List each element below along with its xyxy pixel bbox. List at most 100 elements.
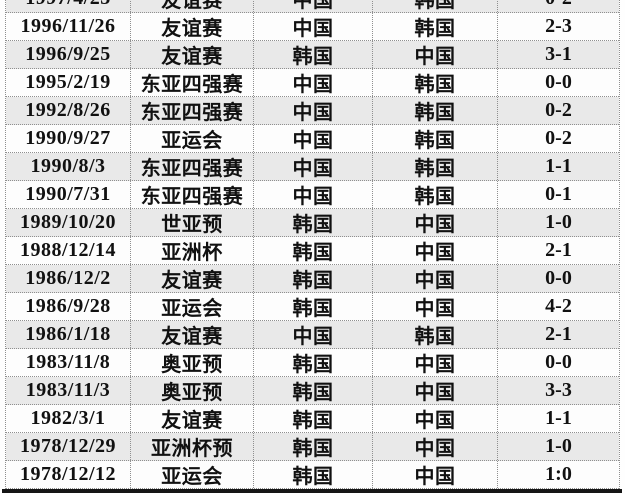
cell-competition: 友谊赛 [131, 13, 254, 40]
cell-away-team: 中国 [373, 41, 498, 68]
table-row: 1992/8/26 东亚四强赛 中国 韩国 0-2 [6, 97, 619, 125]
table-row: 1986/12/2 友谊赛 韩国 中国 0-0 [6, 265, 619, 293]
cell-away-team: 中国 [373, 461, 498, 488]
cell-away-team: 中国 [373, 349, 498, 376]
table-row: 1990/9/27 亚运会 中国 韩国 0-2 [6, 125, 619, 153]
cell-date: 1995/2/19 [6, 69, 131, 96]
cell-away-team: 韩国 [373, 69, 498, 96]
cell-date: 1988/12/14 [6, 237, 131, 264]
cell-home-team: 韩国 [254, 433, 373, 460]
cell-score: 1:0 [545, 463, 572, 485]
cell-home-team: 中国 [254, 321, 373, 348]
cell-competition: 世亚预 [131, 209, 254, 236]
cell-score: 0-2 [545, 127, 572, 149]
table-row: 1996/11/26 友谊赛 中国 韩国 2-3 [6, 13, 619, 41]
cell-date: 1996/11/26 [6, 13, 131, 40]
cell-competition: 奥亚预 [131, 377, 254, 404]
cell-home-team: 韩国 [254, 377, 373, 404]
cell-competition: 亚运会 [131, 125, 254, 152]
cell-date: 1982/3/1 [6, 405, 131, 432]
table-row: 1978/12/29 亚洲杯预 韩国 中国 1-0 [6, 433, 619, 461]
cell-home-team: 韩国 [254, 237, 373, 264]
cell-score: 0-0 [545, 71, 572, 93]
cell-date: 1990/8/3 [6, 153, 131, 180]
cell-home-team: 韩国 [254, 209, 373, 236]
cell-date: 1986/12/2 [6, 265, 131, 292]
cell-score: 1-0 [545, 211, 572, 233]
cell-score: 1-1 [545, 155, 572, 177]
cell-date: 1986/1/18 [6, 321, 131, 348]
cell-score: 2-1 [545, 323, 572, 345]
bottom-rule [2, 489, 622, 493]
cell-score: 0-2 [545, 99, 572, 121]
cell-date: 1997/4/23 [6, 0, 131, 12]
table-row: 1990/8/3 东亚四强赛 中国 韩国 1-1 [6, 153, 619, 181]
table-row: 1982/3/1 友谊赛 韩国 中国 1-1 [6, 405, 619, 433]
cell-date: 1990/7/31 [6, 181, 131, 208]
cell-date: 1992/8/26 [6, 97, 131, 124]
cell-away-team: 韩国 [373, 97, 498, 124]
cell-away-team: 韩国 [373, 153, 498, 180]
cell-away-team: 中国 [373, 405, 498, 432]
cell-score: 0-2 [498, 0, 619, 12]
cell-competition: 友谊赛 [131, 41, 254, 68]
cell-competition: 亚洲杯预 [131, 433, 254, 460]
cell-date: 1986/9/28 [6, 293, 131, 320]
cell-away-team: 中国 [373, 237, 498, 264]
cell-date: 1990/9/27 [6, 125, 131, 152]
cell-home-team: 中国 [254, 181, 373, 208]
cell-away-team: 中国 [373, 433, 498, 460]
cell-competition: 亚洲杯 [131, 237, 254, 264]
cell-competition: 亚运会 [131, 293, 254, 320]
table-row: 1983/11/3 奥亚预 韩国 中国 3-3 [6, 377, 619, 405]
cell-home-team: 中国 [254, 153, 373, 180]
cell-away-team: 韩国 [373, 321, 498, 348]
cell-competition: 东亚四强赛 [131, 69, 254, 96]
cell-home-team: 中国 [254, 13, 373, 40]
table-row: 1990/7/31 东亚四强赛 中国 韩国 0-1 [6, 181, 619, 209]
cell-date: 1996/9/25 [6, 41, 131, 68]
table-row: 1996/9/25 友谊赛 韩国 中国 3-1 [6, 41, 619, 69]
cell-home-team: 韩国 [254, 349, 373, 376]
cell-home-team: 中国 [254, 125, 373, 152]
cell-competition: 东亚四强赛 [131, 181, 254, 208]
cell-score: 3-1 [545, 43, 572, 65]
cell-home-team: 中国 [254, 69, 373, 96]
cell-away-team: 韩国 [373, 125, 498, 152]
cell-competition: 奥亚预 [131, 349, 254, 376]
cell-away-team: 中国 [373, 293, 498, 320]
cell-away-team: 韩国 [373, 13, 498, 40]
cell-score: 3-3 [545, 379, 572, 401]
cell-away-team: 中国 [373, 209, 498, 236]
cell-date: 1983/11/3 [6, 377, 131, 404]
cell-home-team: 韩国 [254, 461, 373, 488]
cell-competition: 东亚四强赛 [131, 153, 254, 180]
cell-score: 2-3 [545, 15, 572, 37]
cell-score: 2-1 [545, 239, 572, 261]
cell-competition: 友谊赛 [131, 265, 254, 292]
cell-date: 1989/10/20 [6, 209, 131, 236]
cell-away-team: 韩国 [373, 0, 498, 12]
cell-home-team: 中国 [254, 97, 373, 124]
cell-home-team: 中国 [254, 0, 373, 12]
cell-away-team: 中国 [373, 265, 498, 292]
table-row: 1988/12/14 亚洲杯 韩国 中国 2-1 [6, 237, 619, 265]
cell-competition: 东亚四强赛 [131, 97, 254, 124]
cell-score: 0-0 [545, 267, 572, 289]
cell-score: 0-1 [545, 183, 572, 205]
cell-home-team: 韩国 [254, 41, 373, 68]
table-row: 1989/10/20 世亚预 韩国 中国 1-0 [6, 209, 619, 237]
cell-home-team: 韩国 [254, 265, 373, 292]
cell-competition: 友谊赛 [131, 405, 254, 432]
cell-score: 1-0 [545, 435, 572, 457]
cell-home-team: 韩国 [254, 405, 373, 432]
cell-away-team: 中国 [373, 377, 498, 404]
cell-score: 4-2 [545, 295, 572, 317]
table-row: 1986/1/18 友谊赛 中国 韩国 2-1 [6, 321, 619, 349]
table-row: 1997/4/23 友谊赛 中国 韩国 0-2 [6, 0, 619, 13]
cell-competition: 亚运会 [131, 461, 254, 488]
cell-competition: 友谊赛 [131, 0, 254, 12]
table-row: 1978/12/12 亚运会 韩国 中国 1:0 [6, 461, 619, 489]
cell-score: 0-0 [545, 351, 572, 373]
